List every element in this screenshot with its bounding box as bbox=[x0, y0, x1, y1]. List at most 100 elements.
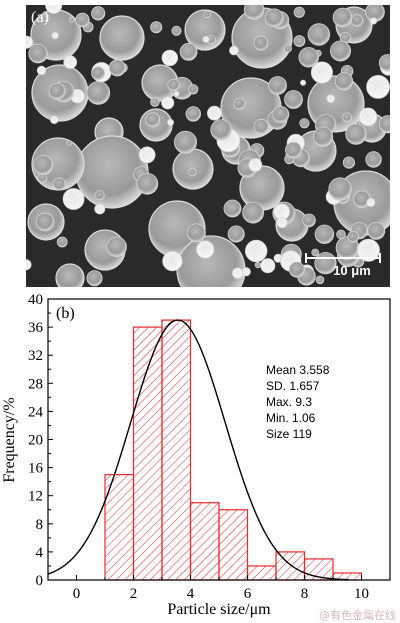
normal-fit-curve bbox=[47, 319, 349, 581]
particle bbox=[231, 267, 244, 279]
particle bbox=[210, 119, 232, 141]
particle bbox=[276, 217, 288, 229]
particle bbox=[188, 168, 197, 177]
particle bbox=[202, 35, 210, 43]
histogram-bar bbox=[246, 565, 277, 581]
particle bbox=[203, 10, 212, 19]
particle bbox=[68, 16, 75, 23]
particle bbox=[314, 224, 335, 245]
y-tick-label: 40 bbox=[28, 292, 43, 308]
particle bbox=[293, 35, 306, 47]
particle bbox=[336, 229, 346, 240]
stat-entry: SD. 1.657 bbox=[266, 379, 320, 393]
y-tick-label: 20 bbox=[28, 433, 43, 449]
particle bbox=[36, 65, 47, 76]
histogram-bar bbox=[189, 502, 220, 581]
y-tick-label: 8 bbox=[36, 517, 44, 533]
particle bbox=[28, 44, 48, 64]
panel-b-label: (b) bbox=[56, 305, 75, 322]
particle bbox=[56, 236, 68, 248]
particle bbox=[260, 258, 276, 274]
histogram-bar bbox=[132, 326, 163, 581]
scale-bar: 10 μm bbox=[305, 253, 381, 278]
particle bbox=[366, 75, 390, 99]
stat-entry: Size 119 bbox=[266, 427, 312, 441]
particle bbox=[106, 236, 127, 258]
stats-box: Mean 3.558 SD. 1.657 Max. 9.3 Min. 1.06 Size… bbox=[266, 363, 330, 441]
y-tick-label: 32 bbox=[28, 348, 43, 364]
particle bbox=[45, 5, 63, 14]
particle bbox=[284, 90, 303, 109]
particle bbox=[302, 213, 316, 228]
sem-micrograph: (a) 10 μm bbox=[26, 5, 390, 287]
particle bbox=[66, 140, 72, 146]
particle bbox=[62, 188, 85, 210]
particle bbox=[26, 259, 32, 271]
particle bbox=[288, 261, 305, 278]
particle bbox=[365, 151, 382, 168]
particle bbox=[241, 267, 251, 277]
particle bbox=[227, 225, 245, 243]
particle bbox=[42, 13, 50, 22]
particle bbox=[347, 230, 360, 243]
particle bbox=[26, 35, 33, 49]
particle bbox=[312, 126, 334, 147]
x-tick-label: 0 bbox=[73, 586, 81, 602]
particle bbox=[229, 45, 239, 56]
particle bbox=[272, 106, 290, 123]
particle bbox=[179, 42, 198, 61]
particle bbox=[138, 146, 156, 164]
particle bbox=[367, 221, 386, 240]
y-tick-label: 16 bbox=[28, 461, 44, 477]
particle bbox=[310, 61, 333, 84]
particle bbox=[248, 158, 263, 172]
particle bbox=[293, 6, 305, 18]
particle bbox=[171, 25, 182, 36]
stat-entry: Max. 9.3 bbox=[266, 395, 312, 409]
y-axis-title: Frequency/% bbox=[1, 397, 18, 482]
particle bbox=[342, 112, 353, 123]
particle bbox=[223, 199, 242, 218]
particle bbox=[145, 112, 161, 128]
particle bbox=[350, 14, 364, 27]
particle bbox=[55, 263, 85, 287]
y-tick-label: 0 bbox=[36, 573, 44, 589]
particle bbox=[49, 115, 59, 124]
particle bbox=[307, 23, 331, 46]
y-tick-label: 24 bbox=[28, 404, 44, 420]
particle bbox=[233, 98, 246, 110]
particle bbox=[358, 107, 378, 127]
particle bbox=[86, 270, 103, 287]
particle bbox=[162, 251, 183, 272]
particle bbox=[298, 47, 319, 68]
particle bbox=[245, 239, 268, 263]
particle bbox=[285, 141, 302, 159]
particle bbox=[173, 130, 197, 154]
particle bbox=[48, 82, 66, 100]
particle bbox=[283, 44, 292, 53]
particle bbox=[166, 118, 174, 126]
particle bbox=[268, 76, 287, 95]
stat-entry: Mean 3.558 bbox=[266, 363, 330, 377]
particle bbox=[196, 240, 215, 259]
particle bbox=[369, 17, 378, 25]
particle bbox=[33, 155, 54, 176]
particle bbox=[264, 8, 284, 28]
particle bbox=[342, 156, 355, 169]
particle bbox=[242, 201, 265, 224]
histogram-bar bbox=[218, 509, 249, 581]
particle bbox=[378, 115, 390, 134]
particle bbox=[161, 49, 179, 67]
particle bbox=[315, 275, 325, 285]
particle bbox=[91, 66, 105, 81]
particle bbox=[161, 96, 175, 110]
particle bbox=[253, 118, 270, 135]
watermark: @有色金属在线 bbox=[319, 608, 396, 622]
particle bbox=[52, 177, 66, 191]
particle bbox=[300, 79, 307, 86]
particle bbox=[35, 212, 55, 232]
x-tick-label: 2 bbox=[130, 586, 138, 602]
panel-a-label: (a) bbox=[31, 9, 49, 26]
x-tick-label: 4 bbox=[187, 586, 195, 602]
